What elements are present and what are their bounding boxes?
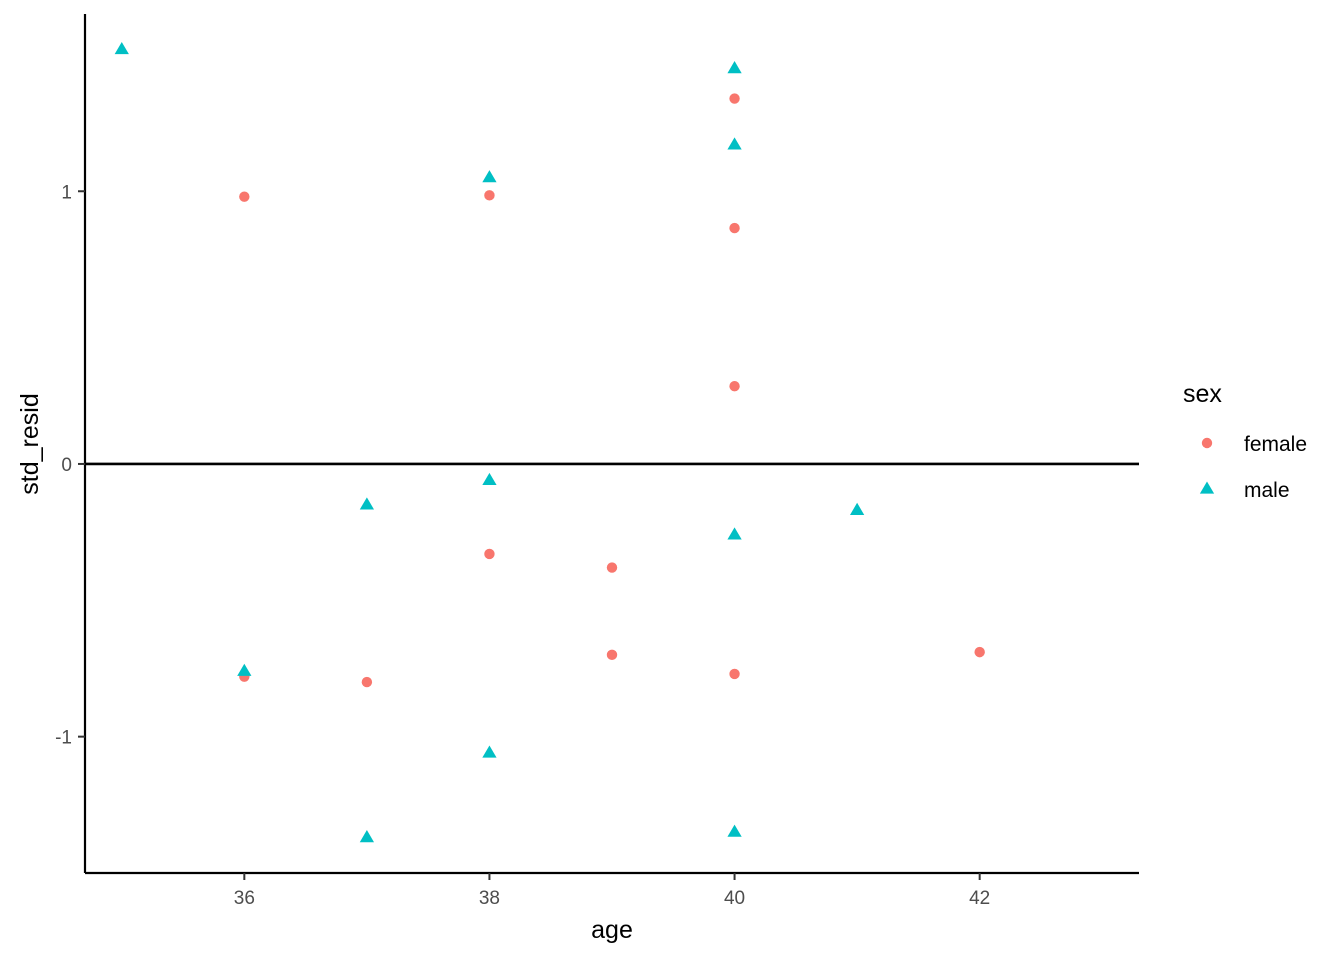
female-point bbox=[239, 191, 250, 202]
male-point bbox=[849, 502, 865, 515]
male-point bbox=[114, 41, 129, 55]
x-tick-label: 38 bbox=[479, 888, 500, 909]
y-axis-title: std_resid bbox=[16, 393, 44, 494]
male-point bbox=[727, 824, 742, 837]
female-point bbox=[361, 676, 373, 688]
male-point bbox=[359, 497, 375, 510]
legend-key-female bbox=[1201, 437, 1213, 449]
male-point bbox=[727, 527, 742, 540]
legend-label-female: female bbox=[1244, 433, 1307, 456]
y-tick-label: 1 bbox=[61, 182, 72, 203]
x-tick-label: 42 bbox=[969, 888, 990, 909]
male-point bbox=[359, 830, 375, 843]
y-tick-label: -1 bbox=[55, 728, 72, 749]
series-male bbox=[114, 41, 865, 843]
legend-items: female male bbox=[1199, 433, 1307, 502]
male-point bbox=[727, 61, 742, 74]
male-point bbox=[482, 472, 497, 485]
axes-layer bbox=[83, 14, 1139, 875]
legend-key-male bbox=[1199, 481, 1215, 494]
legend-label-male: male bbox=[1244, 479, 1290, 502]
female-point bbox=[974, 646, 985, 658]
female-point bbox=[729, 381, 740, 392]
male-point bbox=[482, 745, 497, 758]
x-axis-title: age bbox=[591, 916, 633, 944]
female-point bbox=[606, 649, 618, 661]
legend-item-female: female bbox=[1201, 433, 1307, 456]
y-tick-label: 0 bbox=[61, 455, 72, 476]
female-point bbox=[729, 93, 740, 104]
male-point bbox=[237, 663, 252, 676]
female-point bbox=[729, 668, 740, 680]
x-tick-label: 36 bbox=[234, 888, 255, 909]
male-point bbox=[727, 137, 742, 150]
female-point bbox=[484, 548, 495, 560]
female-point bbox=[606, 562, 618, 573]
legend-title: sex bbox=[1183, 380, 1222, 408]
female-point bbox=[729, 222, 740, 234]
marks-layer bbox=[114, 41, 985, 843]
male-point bbox=[482, 170, 497, 183]
series-female bbox=[239, 93, 985, 688]
female-point bbox=[484, 190, 495, 201]
legend-item-male: male bbox=[1199, 479, 1290, 502]
x-tick-label: 40 bbox=[724, 888, 745, 909]
ticks-layer: 36 38 40 42 -1 0 1 bbox=[55, 182, 990, 909]
legend: sex female male bbox=[1183, 380, 1307, 502]
